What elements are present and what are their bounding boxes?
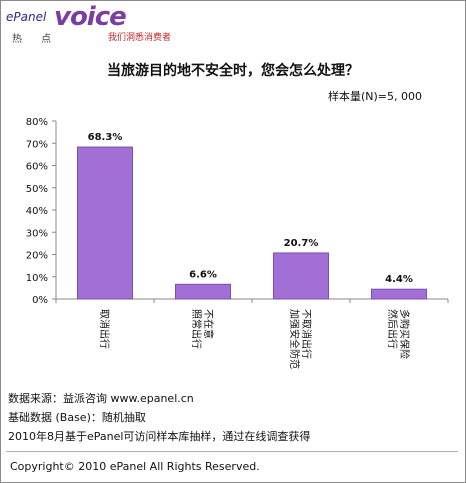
bar-value-label: 6.6% [189, 269, 217, 280]
x-category-label-line: 不取消出行 [300, 309, 313, 359]
y-tick-label: 50% [26, 184, 48, 195]
brand-prefix: ePanel [6, 10, 47, 24]
y-tick-label: 0% [32, 295, 48, 306]
y-tick-label: 80% [26, 117, 48, 128]
y-tick-label: 70% [26, 139, 48, 150]
brand-logo: ePanel voice 热 点 我们洞悉消费者 [6, 2, 246, 45]
x-category-label-line: 然后出行 [386, 309, 399, 349]
x-category-label-line: 加强安全防范 [288, 309, 301, 369]
x-category-label: 取消出行 [98, 309, 111, 349]
bar-value-label: 68.3% [88, 132, 123, 143]
chart-title: 当旅游目的地不安全时，您会怎么处理？ [107, 63, 359, 79]
y-tick-label: 60% [26, 162, 48, 173]
bar-value-label: 4.4% [385, 274, 413, 285]
y-tick-label: 40% [26, 206, 48, 217]
footer-divider [6, 451, 458, 452]
x-category-label-line: 多购买保险 [398, 309, 411, 359]
bar [273, 252, 329, 300]
source-note: 数据来源：益派咨询 www.epanel.cn [8, 392, 194, 405]
brand-tagline: 我们洞悉消费者 [108, 33, 172, 43]
method-note: 2010年8月基于ePanel可访问样本库抽样，通过在线调查获得 [8, 430, 311, 443]
copyright: Copyright© 2010 ePanel All Rights Reserv… [10, 460, 260, 473]
brand-sub: 热 点 [12, 34, 60, 45]
bar [77, 146, 133, 300]
bar [371, 288, 427, 300]
bar [175, 283, 231, 300]
base-note: 基础数据 (Base)：随机抽取 [8, 411, 146, 424]
y-tick-label: 20% [26, 251, 48, 262]
y-tick-label: 10% [26, 273, 48, 284]
sample-size: 样本量(N)=5, 000 [327, 90, 422, 103]
x-category-label-line: 不在意 [202, 309, 215, 339]
notes: 数据来源：益派咨询 www.epanel.cn 基础数据 (Base)：随机抽取… [8, 389, 310, 446]
bar-chart: 0% 10% 20% 30% 40% 50% 60% 70% 80% 68.3% 6.6% 20.7… [26, 117, 449, 369]
brand-name: voice [54, 2, 127, 32]
bar-value-label: 20.7% [284, 238, 319, 249]
x-category-label-line: 照常出行 [190, 309, 203, 349]
x-category-label-line: 取消出行 [98, 309, 111, 349]
y-tick-label: 30% [26, 228, 48, 239]
